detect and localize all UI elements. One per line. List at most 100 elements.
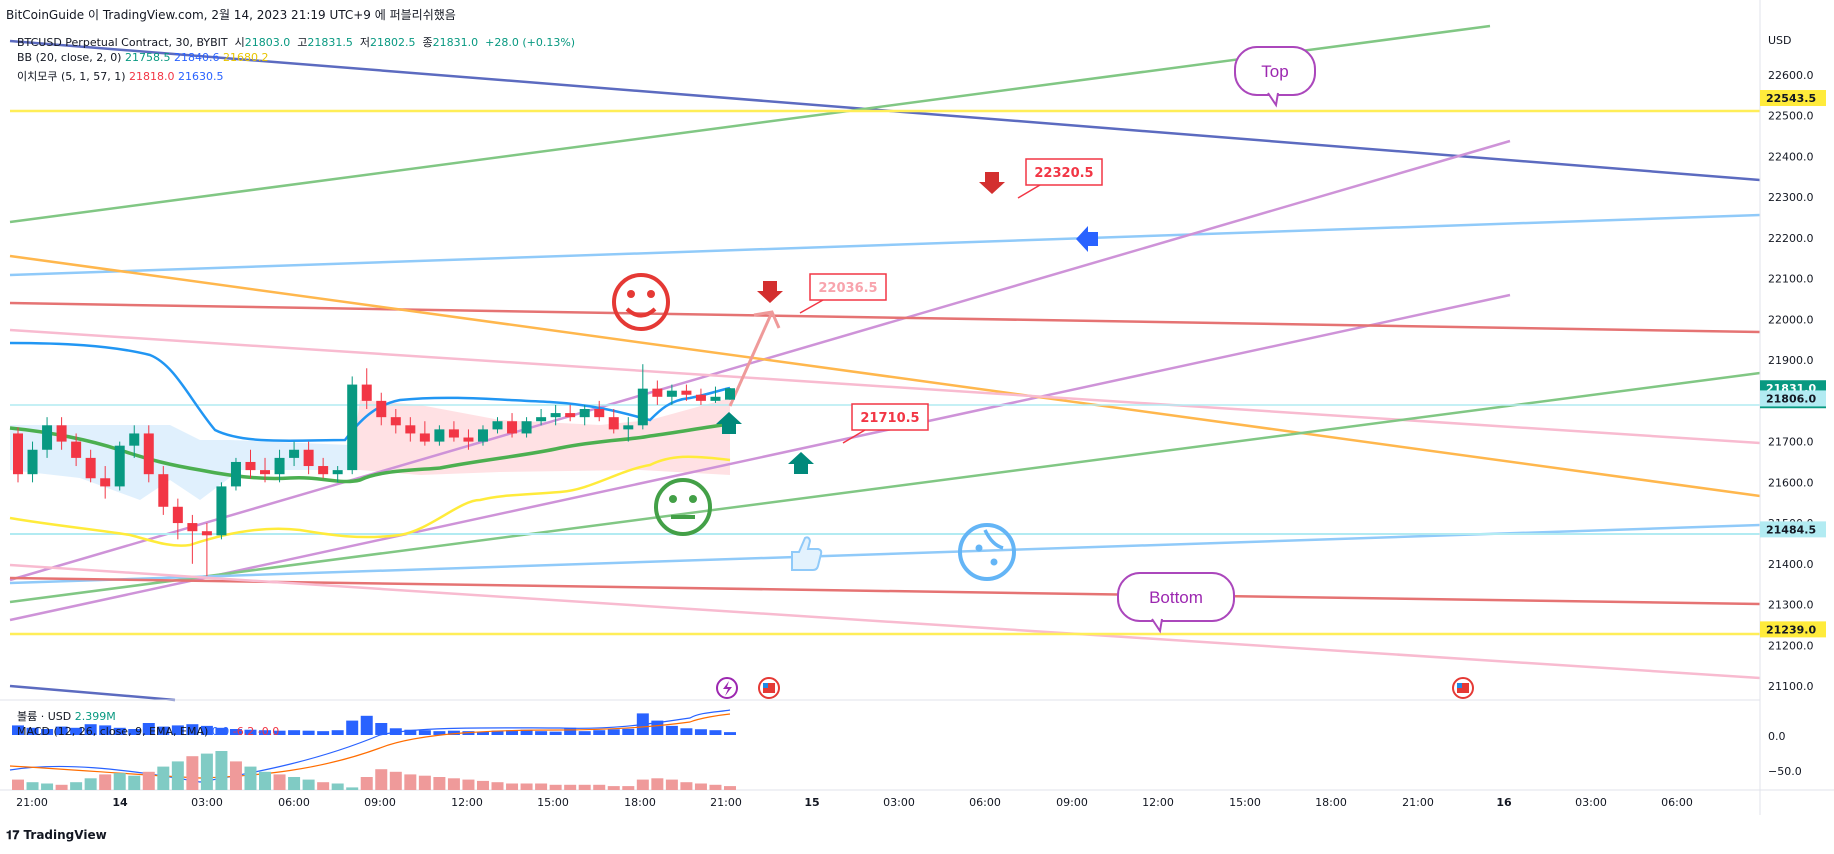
callout-21710 <box>842 403 929 444</box>
bb-legend[interactable]: BB (20, close, 2, 0) 21758.5 21840.6 216… <box>17 51 268 64</box>
macd-tick-label: −50.0 <box>1768 765 1802 778</box>
candle-body <box>201 531 212 536</box>
ichimoku-legend[interactable]: 이치모쿠 (5, 1, 57, 1) 21818.0 21630.5 <box>17 68 224 84</box>
change-value: +28.0 (+0.13%) <box>485 36 576 49</box>
macd-histogram-bar <box>244 766 257 790</box>
candle-body <box>347 384 358 471</box>
candle-body <box>492 421 503 430</box>
macd-histogram-bar <box>157 766 170 790</box>
volume-bar <box>171 725 184 735</box>
volume-bar <box>99 725 112 735</box>
tradingview-logo[interactable]: 𝟏𝟕 TradingView <box>6 828 107 843</box>
price-axis[interactable]: 21100.021200.021300.021400.021500.021600… <box>1768 69 1814 693</box>
top-label: Top <box>1261 62 1288 81</box>
price-label-text: 21806.0 <box>1766 392 1816 405</box>
bb-value-2: 21840.6 <box>173 51 220 64</box>
price-tick-label: 22500.0 <box>1768 110 1814 123</box>
price-label-text: 22543.5 <box>1766 92 1816 105</box>
candle-body <box>332 470 343 475</box>
volume-bar <box>404 729 417 735</box>
candle-body <box>521 421 532 434</box>
volume-bar <box>244 729 257 735</box>
volume-value: 2.399M <box>74 710 116 723</box>
macd-legend[interactable]: MACD (12, 26, close, 9, EMA, EMA) 0.0 -6… <box>17 725 279 738</box>
volume-legend[interactable]: 볼륨 · USD 2.399M <box>17 708 116 724</box>
volume-bar <box>375 723 388 735</box>
macd-histogram-bar <box>259 771 272 790</box>
macd-axis: 0.0 −50.0 <box>1768 730 1802 778</box>
time-axis[interactable]: 21:00 14 03:00 06:00 09:00 12:00 15:00 18:00 21:… <box>16 796 1693 809</box>
macd-histogram-bar <box>317 782 330 790</box>
candle-body <box>419 433 430 442</box>
price-label-box <box>1760 390 1826 407</box>
volume-bar <box>665 725 678 735</box>
candle-body <box>187 523 198 532</box>
candle-body <box>100 478 111 487</box>
macd-histogram-bar <box>331 783 344 790</box>
volume-bar <box>520 729 533 735</box>
volume-bar <box>55 726 68 735</box>
macd-histogram-bar <box>360 777 373 790</box>
us-flag-event-icon[interactable] <box>1452 677 1474 699</box>
time-tick-label: 03:00 <box>1575 796 1607 809</box>
volume-bar <box>447 730 460 735</box>
trend-navy-short <box>9 684 176 702</box>
thumbs-up-icon <box>791 536 823 571</box>
time-tick-label: 06:00 <box>278 796 310 809</box>
macd-histogram-bar <box>564 784 577 790</box>
volume-bar <box>331 730 344 735</box>
candle-body <box>405 425 416 434</box>
price-tick-label: 21100.0 <box>1768 680 1814 693</box>
symbol-name[interactable]: BTCUSD Perpetual Contract, 30, BYBIT <box>17 36 228 49</box>
macd-histogram-bar <box>55 784 68 790</box>
price-tick-label: 22600.0 <box>1768 69 1814 82</box>
volume-bar <box>535 731 548 735</box>
volume-bar <box>186 724 199 735</box>
price-tick-label: 22000.0 <box>1768 313 1814 326</box>
target-arrow <box>728 311 774 407</box>
publish-header: BitCoinGuide 이 TradingView.com, 2월 14, 2… <box>6 8 456 22</box>
volume-bar <box>491 730 504 735</box>
candle-body <box>289 449 300 458</box>
macd-value-2: -6.2 <box>232 725 255 738</box>
price-label-box <box>1760 521 1826 538</box>
time-tick-label: 14 <box>112 796 128 809</box>
macd-histogram-bar <box>724 786 736 790</box>
volume-bar <box>200 725 213 735</box>
price-tick-label: 21700.0 <box>1768 436 1814 449</box>
price-label-text: 21484.5 <box>1766 523 1816 536</box>
volume-bar <box>142 723 155 735</box>
volume-bar <box>651 720 664 735</box>
bb-value-3: 21680.2 <box>222 51 269 64</box>
macd-histogram-bar <box>404 774 417 790</box>
price-tick-label: 22100.0 <box>1768 273 1814 286</box>
macd-histogram-bar <box>288 777 301 790</box>
volume-layer <box>12 713 736 735</box>
candle-body <box>477 429 488 442</box>
candle-body <box>42 425 53 450</box>
price-label-box <box>1760 90 1826 107</box>
volume-bar <box>215 727 228 735</box>
candle-body <box>434 429 445 442</box>
candle-body <box>260 470 271 475</box>
price-label-box <box>1760 621 1826 638</box>
macd-histogram-bar <box>462 779 475 790</box>
us-flag-event-icon[interactable] <box>758 677 780 699</box>
candle-body <box>129 433 140 446</box>
macd-histogram-bar <box>200 753 213 790</box>
price-tick-label: 21300.0 <box>1768 599 1814 612</box>
trend-purple-lower <box>9 293 1511 622</box>
time-tick-label: 16 <box>1496 796 1512 809</box>
happy-face-icon <box>612 273 670 331</box>
macd-histogram-bar <box>433 777 446 790</box>
volume-bar <box>12 725 24 735</box>
volume-bar <box>607 729 620 735</box>
candle-body <box>463 437 474 442</box>
lightning-event-icon[interactable] <box>716 677 738 699</box>
time-tick-label: 15:00 <box>537 796 569 809</box>
candle-body <box>536 417 547 422</box>
macd-value-3: -0.0 <box>257 725 280 738</box>
candle-body <box>71 441 82 458</box>
